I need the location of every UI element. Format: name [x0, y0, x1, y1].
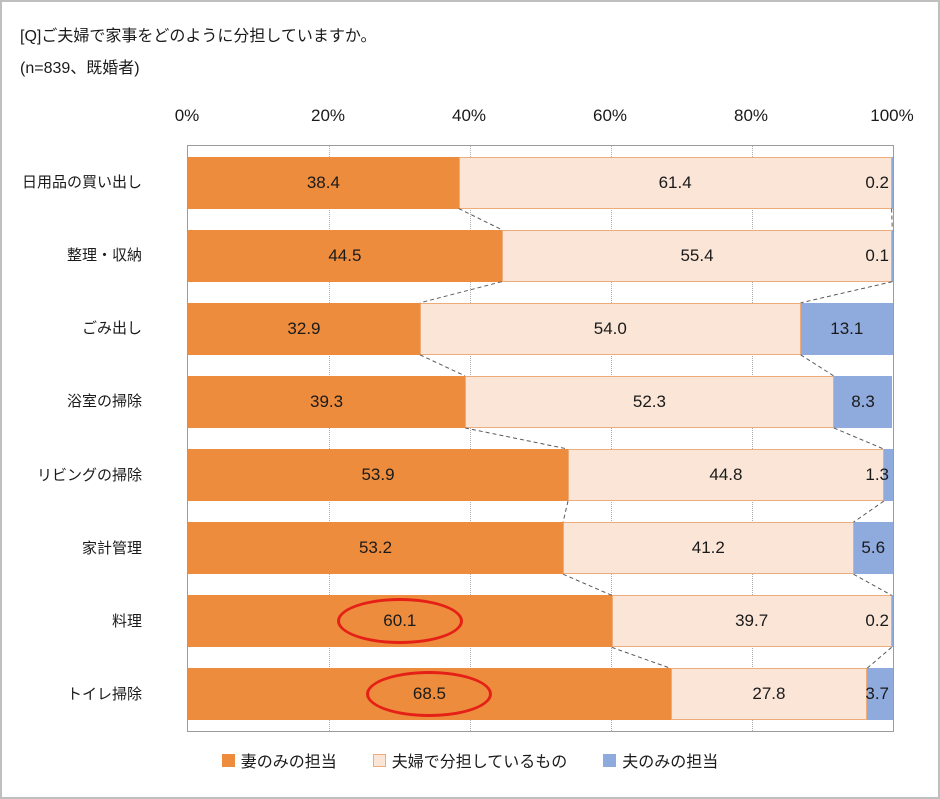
category-label: リビングの掃除 [36, 466, 142, 484]
x-tick-label: 40% [451, 106, 487, 125]
legend-swatch-icon [372, 753, 386, 767]
bar-value-label: 5.6 [861, 538, 886, 558]
bar-row: 53.2 41.2 5.6 [188, 522, 893, 575]
bar-segment-series-3 [883, 449, 893, 502]
x-tick-label: 20% [310, 106, 346, 125]
legend-label: 夫のみの担当 [622, 754, 719, 771]
category-label: 整理・収納 [66, 247, 142, 265]
x-tick-label: 60% [592, 106, 628, 125]
legend-item: 夫のみの担当 [603, 748, 718, 772]
bar-row: 38.4 61.4 0.2 [188, 156, 893, 209]
bar-row: 32.9 54.0 13.1 [188, 302, 893, 355]
bar-segment-series-1 [188, 229, 502, 282]
bar-segment-series-2 [567, 449, 884, 502]
bar-segment-series-3 [833, 375, 893, 428]
legend-label: 夫婦で分担しているもの [391, 754, 568, 771]
bar-segment-series-2 [465, 375, 834, 428]
bar-value-label: 39.3 [309, 391, 344, 411]
chart-subtitle: (n=839、既婚者) [20, 60, 140, 77]
bar-value-label: 53.9 [361, 465, 395, 485]
bar-row: 60.1 39.7 0.2 [188, 595, 893, 648]
bar-segment-series-1 [188, 595, 612, 648]
bar-segment-series-2 [611, 595, 892, 648]
legend: 妻のみの担当 夫婦で分担しているもの 夫のみの担当 [2, 748, 938, 772]
x-tick-label: 80% [733, 106, 769, 125]
bar-segment-series-1 [188, 375, 466, 428]
legend-item: 妻のみの担当 [221, 748, 337, 772]
bar-value-label: 52.3 [632, 391, 666, 411]
category-label: 料理 [111, 612, 142, 630]
category-label: トイレ掃除 [66, 685, 142, 703]
bar-value-label: 0.1 [865, 245, 889, 265]
bar-value-label: 53.2 [358, 538, 393, 558]
bar-segment-series-3 [866, 668, 893, 721]
bar-value-label: 1.3 [865, 465, 889, 485]
bar-value-label: 44.8 [709, 465, 743, 485]
bar-segment-series-2 [501, 229, 893, 282]
legend-label: 妻のみの担当 [240, 754, 337, 771]
bar-value-label: 39.7 [735, 611, 769, 631]
bar-row: 53.9 44.8 1.3 [188, 449, 893, 502]
bar-segment-series-2 [458, 156, 892, 209]
bar-value-label: 38.4 [306, 172, 340, 192]
bar-segment-series-1 [188, 156, 459, 209]
bar-value-label: 27.8 [752, 684, 786, 704]
legend-swatch-icon [221, 753, 235, 767]
bar-value-label: 3.7 [865, 684, 889, 704]
bar-segment-series-2 [419, 302, 801, 355]
plot-area: 38.4 61.4 0.2 44.5 55.4 0.1 32.9 54.0 13.1 39.3 52… [187, 145, 894, 732]
bar-segment-series-3 [853, 522, 893, 575]
bar-value-label: 60.1 [383, 611, 417, 631]
gridline [611, 146, 612, 731]
legend-item: 夫婦で分担しているもの [372, 748, 568, 772]
bar-value-label: 0.2 [865, 172, 889, 192]
bar-value-label: 55.4 [680, 245, 714, 265]
bar-value-label: 0.2 [865, 611, 889, 631]
category-label: 浴室の掃除 [66, 393, 142, 411]
x-tick-label: 0% [174, 106, 200, 125]
bar-value-label: 41.2 [691, 538, 725, 558]
bar-row: 39.3 52.3 8.3 [188, 375, 893, 428]
bar-segment-series-1 [188, 522, 564, 575]
bar-value-label: 44.5 [328, 245, 362, 265]
category-label: 家計管理 [81, 539, 142, 557]
bar-segment-series-3 [800, 302, 893, 355]
bar-row: 68.5 27.8 3.7 [188, 668, 893, 721]
bar-value-label: 68.5 [412, 684, 446, 704]
bar-segment-series-2 [670, 668, 867, 721]
bar-segment-series-1 [188, 668, 671, 721]
legend-swatch-icon [603, 753, 617, 767]
bar-value-label: 54.0 [593, 318, 627, 338]
bar-segment-series-3 [891, 156, 893, 209]
bar-value-label: 13.1 [830, 318, 864, 338]
category-label: ごみ出し [81, 320, 142, 338]
bar-row: 44.5 55.4 0.1 [188, 229, 893, 282]
bar-value-label: 8.3 [851, 391, 875, 411]
bar-segment-series-1 [188, 302, 420, 355]
bar-segment-series-1 [188, 449, 568, 502]
x-tick-label: 100% [870, 106, 914, 125]
bar-segment-series-2 [563, 522, 854, 575]
gridline [329, 146, 330, 731]
bar-segment-series-3 [892, 229, 893, 282]
bar-value-label: 32.9 [287, 318, 321, 338]
chart-title: [Q]ご夫婦で家事をどのように分担していますか。 [20, 28, 377, 45]
bar-segment-series-3 [891, 595, 893, 648]
gridline [752, 146, 753, 731]
bar-value-label: 61.4 [658, 172, 692, 192]
category-label: 日用品の買い出し [21, 174, 142, 192]
